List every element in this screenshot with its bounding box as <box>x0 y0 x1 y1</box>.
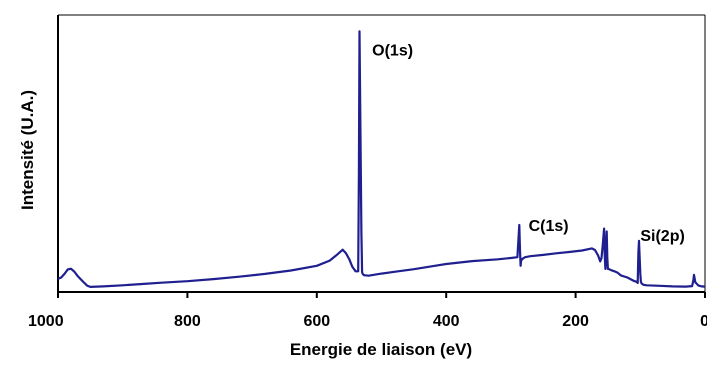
x-tick-label-200: 200 <box>562 313 589 330</box>
x-tick-label-800: 800 <box>174 313 201 330</box>
plot-frame <box>57 14 706 293</box>
x-axis-title: Energie de liaison (eV) <box>290 340 472 359</box>
y-axis-title: Intensité (U.A.) <box>18 90 37 210</box>
x-axis-tick-labels: 1000 800 600 400 200 0 <box>28 313 707 330</box>
spectrum-line <box>57 30 706 288</box>
peak-annotations: O(1s) C(1s) Si(2p) <box>372 42 685 245</box>
peak-label-2: C(1s) <box>529 218 569 235</box>
x-axis-ticks <box>57 292 706 298</box>
x-tick-label-1000: 1000 <box>28 313 64 330</box>
peak-label-3: Si(2p) <box>640 228 684 245</box>
x-tick-label-400: 400 <box>433 313 460 330</box>
x-tick-label-600: 600 <box>303 313 330 330</box>
x-tick-label-0: 0 <box>700 313 707 330</box>
peak-label-1: O(1s) <box>372 42 413 59</box>
